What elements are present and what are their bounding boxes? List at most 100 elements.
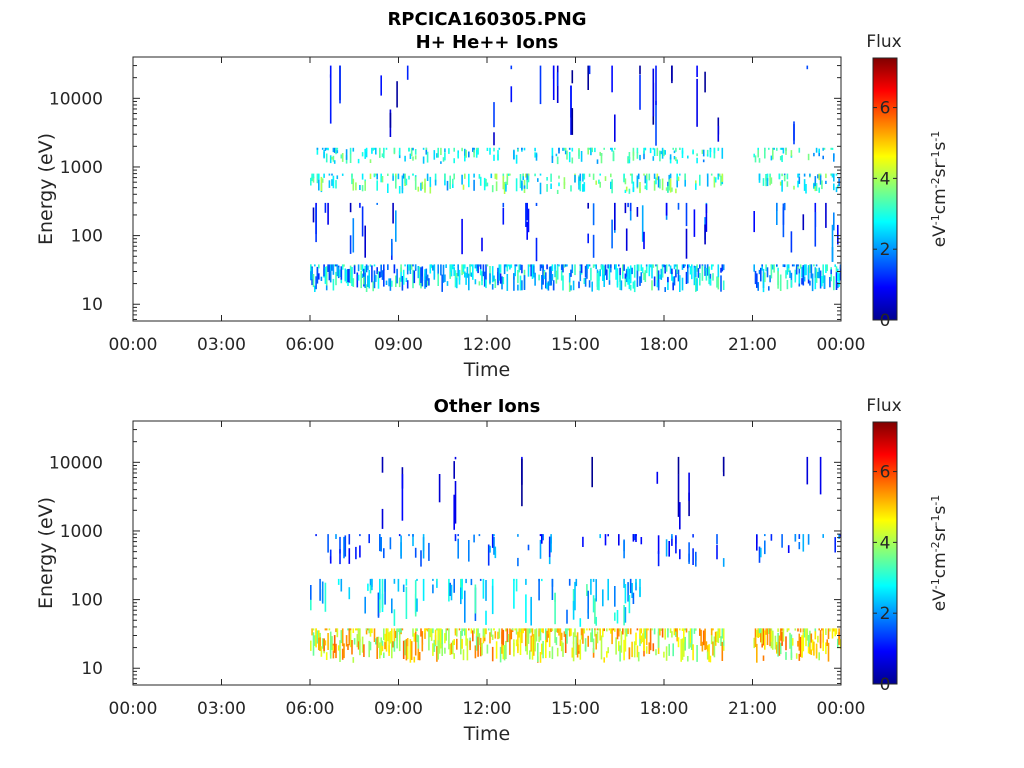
- flux-pixel: [519, 275, 522, 291]
- flux-pixel: [323, 151, 325, 159]
- flux-pixel: [325, 652, 328, 660]
- flux-pixel: [414, 264, 417, 269]
- flux-pixel: [551, 147, 554, 159]
- flux-pixel: [365, 149, 368, 158]
- flux-pixel: [348, 587, 351, 600]
- flux-pixel: [543, 271, 546, 276]
- x-tick-label: 06:00: [286, 699, 335, 719]
- flux-pixel: [527, 628, 530, 644]
- flux-pixel: [704, 71, 706, 93]
- flux-pixel: [720, 175, 722, 186]
- flux-pixel: [310, 599, 312, 611]
- flux-pixel: [315, 628, 317, 648]
- flux-pixel: [571, 647, 574, 658]
- flux-pixel: [799, 636, 802, 657]
- flux-pixel: [421, 181, 424, 190]
- flux-pixel: [823, 275, 826, 289]
- flux-pixel: [768, 628, 770, 634]
- flux-pixel: [614, 628, 616, 632]
- flux-pixel: [478, 281, 481, 286]
- flux-pixel: [545, 628, 547, 640]
- flux-pixel: [417, 644, 420, 661]
- flux-pixel: [789, 632, 791, 649]
- flux-pixel: [651, 280, 653, 291]
- flux-pixel: [485, 628, 487, 635]
- flux-pixel: [365, 284, 368, 292]
- flux-pixel: [473, 628, 475, 634]
- flux-pixel: [595, 264, 597, 270]
- flux-pixel: [391, 598, 393, 614]
- flux-pixel: [339, 536, 341, 554]
- flux-pixel: [722, 640, 725, 646]
- flux-pixel: [762, 628, 765, 646]
- flux-pixel: [464, 590, 466, 623]
- x-tick-label: 15:00: [551, 335, 600, 355]
- flux-pixel: [676, 180, 678, 188]
- flux-pixel: [568, 628, 571, 637]
- flux-pixel: [505, 640, 507, 659]
- flux-pixel: [579, 173, 582, 184]
- flux-pixel: [705, 204, 708, 232]
- flux-pixel: [456, 273, 458, 279]
- flux-pixel: [625, 186, 628, 192]
- flux-pixel: [452, 264, 454, 270]
- flux-pixel: [412, 534, 414, 537]
- flux-pixel: [489, 147, 491, 155]
- flux-pixel: [462, 628, 465, 632]
- flux-pixel: [434, 179, 437, 186]
- flux-pixel: [323, 638, 325, 652]
- flux-pixel: [462, 264, 465, 272]
- flux-pixel: [665, 202, 668, 216]
- flux-pixel: [668, 264, 670, 267]
- flux-pixel: [661, 264, 664, 278]
- flux-pixel: [704, 264, 706, 271]
- flux-pixel: [446, 180, 449, 191]
- flux-pixel: [511, 628, 514, 631]
- flux-pixel: [783, 202, 786, 211]
- flux-pixel: [515, 628, 518, 635]
- flux-pixel: [376, 636, 378, 659]
- flux-pixel: [445, 264, 447, 268]
- flux-pixel: [803, 173, 806, 177]
- flux-pixel: [551, 274, 554, 281]
- flux-pixel: [822, 270, 824, 284]
- flux-pixel: [360, 270, 362, 289]
- flux-pixel: [400, 535, 402, 557]
- colorbar-tick-label: 6: [880, 463, 891, 483]
- x-tick-label: 21:00: [728, 335, 777, 355]
- flux-pixel: [798, 542, 801, 550]
- flux-pixel: [773, 264, 775, 273]
- flux-pixel: [491, 283, 494, 290]
- flux-pixel: [550, 173, 552, 182]
- flux-pixel: [661, 150, 664, 159]
- flux-pixel: [809, 264, 811, 273]
- flux-pixel: [402, 173, 405, 179]
- flux-pixel: [333, 160, 336, 164]
- flux-pixel: [608, 264, 611, 280]
- flux-pixel: [653, 180, 656, 191]
- flux-pixel: [477, 147, 479, 155]
- flux-pixel: [546, 264, 548, 270]
- flux-pixel: [475, 148, 478, 158]
- flux-pixel: [422, 578, 425, 601]
- flux-pixel: [688, 264, 690, 268]
- flux-pixel: [437, 264, 439, 275]
- flux-pixel: [513, 276, 515, 291]
- flux-pixel: [639, 628, 641, 639]
- flux-pixel: [412, 147, 414, 151]
- flux-pixel: [539, 628, 542, 641]
- flux-pixel: [420, 182, 422, 191]
- flux-pixel: [452, 184, 454, 188]
- flux-pixel: [814, 176, 817, 189]
- flux-pixel: [578, 149, 580, 159]
- flux-pixel: [587, 65, 589, 90]
- flux-pixel: [757, 628, 759, 638]
- flux-pixel: [464, 628, 466, 636]
- flux-pixel: [656, 471, 659, 484]
- flux-pixel: [551, 578, 554, 600]
- flux-pixel: [527, 264, 530, 277]
- flux-pixel: [495, 173, 498, 180]
- flux-pixel: [417, 635, 420, 649]
- flux-pixel: [491, 585, 494, 615]
- flux-pixel: [519, 264, 522, 271]
